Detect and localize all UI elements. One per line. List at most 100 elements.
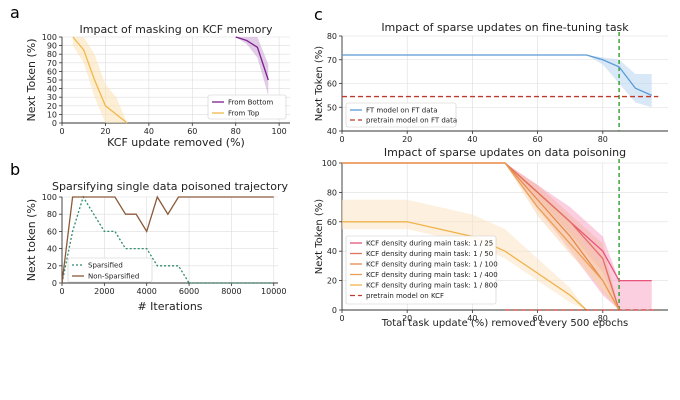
series-band — [342, 199, 587, 310]
x-tick-label: 0 — [59, 127, 64, 136]
x-tick-label: 10000 — [261, 287, 286, 296]
y-tick-label: 40 — [47, 85, 57, 94]
y-tick-label: 50 — [47, 76, 57, 85]
y-tick-label: 100 — [322, 159, 337, 168]
y-tick-label: 100 — [42, 193, 57, 202]
x-axis-label: KCF update removed (%) — [107, 136, 245, 149]
series-line — [235, 36, 269, 81]
legend-entry: KCF density during main task: 1 / 100 — [366, 261, 498, 269]
series-band — [342, 55, 652, 108]
y-axis-label: Next Token (%) — [25, 39, 38, 122]
y-tick-label: 70 — [327, 56, 337, 65]
x-tick-label: 60 — [533, 314, 543, 323]
x-tick-label: 20 — [402, 314, 412, 323]
panel-letter: c — [314, 5, 323, 24]
y-tick-label: 40 — [47, 245, 57, 254]
x-tick-label: 6000 — [179, 287, 199, 296]
legend-entry: KCF density during main task: 1 / 400 — [366, 271, 498, 279]
series-line — [342, 221, 587, 311]
chart-panel-c1: c 0 20 40 60 80 40 50 60 70 80 Impact of sparse upd… — [314, 5, 668, 144]
chart-panel-a: a0 20 40 60 80 1000102030405060708090100Impac… — [10, 3, 290, 149]
x-tick-label: 0 — [59, 287, 64, 296]
chart-title: Sparsifying single data poisoned traject… — [52, 180, 289, 193]
chart-title: Impact of sparse updates on fine-tuning … — [381, 21, 629, 34]
y-tick-label: 40 — [327, 247, 337, 256]
y-tick-label: 60 — [47, 227, 57, 236]
series-line — [61, 195, 274, 284]
series-line — [342, 54, 652, 96]
series-line — [72, 36, 128, 124]
y-axis-label: Next Token (%) — [314, 199, 325, 275]
y-tick-label: 80 — [327, 32, 337, 41]
y-tick-label: 10 — [47, 110, 57, 119]
y-tick-label: 70 — [47, 59, 57, 68]
y-tick-label: 0 — [52, 119, 57, 128]
x-tick-label: 100 — [272, 127, 287, 136]
legend-box — [345, 102, 457, 128]
x-axis-label: Total task update (%) removed every 500 … — [381, 318, 629, 329]
chart-panel-b: b0 2000 4000 6000 8000 10000020406080100Spars… — [10, 160, 288, 313]
y-tick-label: 0 — [332, 306, 337, 315]
chart-title: Impact of sparse updates on data poisoni… — [384, 146, 626, 159]
legend-box — [207, 94, 287, 120]
legend-entry: From Bottom — [228, 99, 273, 107]
x-tick-label: 0 — [339, 135, 344, 144]
x-tick-label: 20 — [100, 127, 110, 136]
series-line — [61, 195, 274, 284]
legend-box — [345, 235, 497, 305]
y-axis-label: Next token (%) — [25, 199, 38, 281]
y-tick-label: 20 — [327, 277, 337, 286]
series-band — [235, 37, 269, 96]
chart-title: Impact of masking on KCF memory — [80, 23, 273, 36]
legend-entry: KCF density during main task: 1 / 50 — [366, 250, 493, 258]
y-tick-label: 30 — [47, 93, 57, 102]
legend-entry: pretrain model on FT data — [366, 117, 457, 125]
y-tick-label: 60 — [47, 67, 57, 76]
y-tick-label: 20 — [47, 262, 57, 271]
x-tick-label: 40 — [144, 127, 154, 136]
y-axis-label: Next Token (%) — [314, 46, 325, 122]
legend-box — [67, 257, 153, 283]
y-tick-label: 80 — [327, 188, 337, 197]
legend-entry: Non-Sparsified — [88, 273, 139, 281]
legend: Sparsified Non-Sparsified — [67, 257, 153, 283]
x-tick-label: 60 — [187, 127, 197, 136]
x-axis-label: # Iterations — [137, 300, 202, 313]
x-tick-label: 60 — [533, 135, 543, 144]
y-tick-label: 60 — [327, 80, 337, 89]
y-tick-label: 60 — [327, 218, 337, 227]
y-tick-label: 100 — [42, 33, 57, 42]
legend: KCF density during main task: 1 / 25 KCF … — [345, 235, 498, 305]
legend-entry: FT model on FT data — [366, 107, 438, 115]
panel-letter: a — [10, 3, 20, 22]
chart-panel-c2: 0 20 40 60 80 0 20 40 60 80 100 Impact of sparse up… — [314, 146, 668, 329]
legend-entry: From Top — [228, 110, 260, 118]
y-tick-label: 0 — [52, 279, 57, 288]
y-tick-label: 40 — [327, 127, 337, 136]
x-tick-label: 2000 — [94, 287, 114, 296]
y-tick-label: 20 — [47, 102, 57, 111]
legend: From Bottom From Top — [207, 94, 287, 120]
y-tick-label: 80 — [47, 210, 57, 219]
legend-entry: Sparsified — [88, 262, 123, 270]
legend: FT model on FT data pretrain model on FT … — [345, 102, 457, 128]
x-tick-label: 80 — [598, 135, 608, 144]
x-tick-label: 0 — [339, 314, 344, 323]
x-tick-label: 4000 — [137, 287, 157, 296]
x-tick-label: 40 — [467, 135, 477, 144]
x-tick-label: 20 — [402, 135, 412, 144]
x-tick-label: 80 — [231, 127, 241, 136]
x-tick-label: 40 — [467, 314, 477, 323]
y-tick-label: 90 — [47, 42, 57, 51]
legend-entry: pretrain model on KCF — [366, 292, 444, 300]
panel-letter: b — [10, 160, 20, 179]
series-line — [342, 162, 620, 311]
series-band — [342, 163, 620, 310]
x-tick-label: 80 — [598, 314, 608, 323]
y-tick-label: 80 — [47, 50, 57, 59]
y-tick-label: 50 — [327, 103, 337, 112]
x-tick-label: 8000 — [221, 287, 241, 296]
legend-entry: KCF density during main task: 1 / 25 — [366, 240, 493, 248]
legend-entry: KCF density during main task: 1 / 800 — [366, 282, 498, 290]
